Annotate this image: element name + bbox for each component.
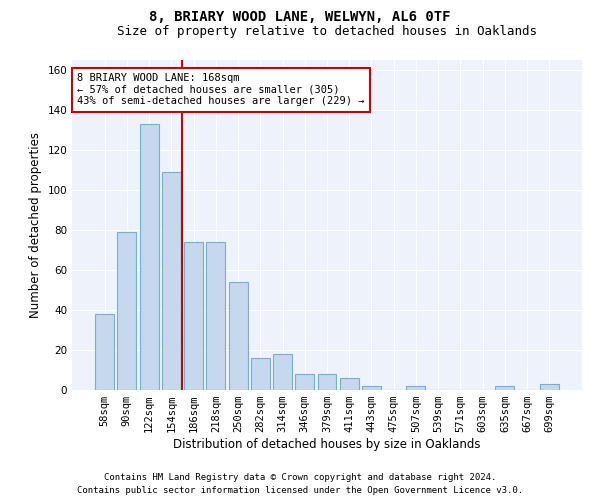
Bar — [229, 282, 248, 390]
Bar — [251, 358, 270, 390]
Text: Contains HM Land Registry data © Crown copyright and database right 2024.
Contai: Contains HM Land Registry data © Crown c… — [77, 474, 523, 495]
Bar — [184, 242, 203, 390]
Bar — [118, 232, 136, 390]
Bar — [140, 124, 158, 390]
Bar — [295, 374, 314, 390]
Bar — [317, 374, 337, 390]
Bar — [362, 386, 381, 390]
Bar — [162, 172, 181, 390]
Bar — [95, 314, 114, 390]
Bar — [340, 378, 359, 390]
Title: Size of property relative to detached houses in Oaklands: Size of property relative to detached ho… — [117, 25, 537, 38]
Y-axis label: Number of detached properties: Number of detached properties — [29, 132, 42, 318]
X-axis label: Distribution of detached houses by size in Oaklands: Distribution of detached houses by size … — [173, 438, 481, 451]
Bar — [540, 384, 559, 390]
Bar — [496, 386, 514, 390]
Bar — [206, 242, 225, 390]
Text: 8, BRIARY WOOD LANE, WELWYN, AL6 0TF: 8, BRIARY WOOD LANE, WELWYN, AL6 0TF — [149, 10, 451, 24]
Text: 8 BRIARY WOOD LANE: 168sqm
← 57% of detached houses are smaller (305)
43% of sem: 8 BRIARY WOOD LANE: 168sqm ← 57% of deta… — [77, 73, 365, 106]
Bar — [273, 354, 292, 390]
Bar — [406, 386, 425, 390]
